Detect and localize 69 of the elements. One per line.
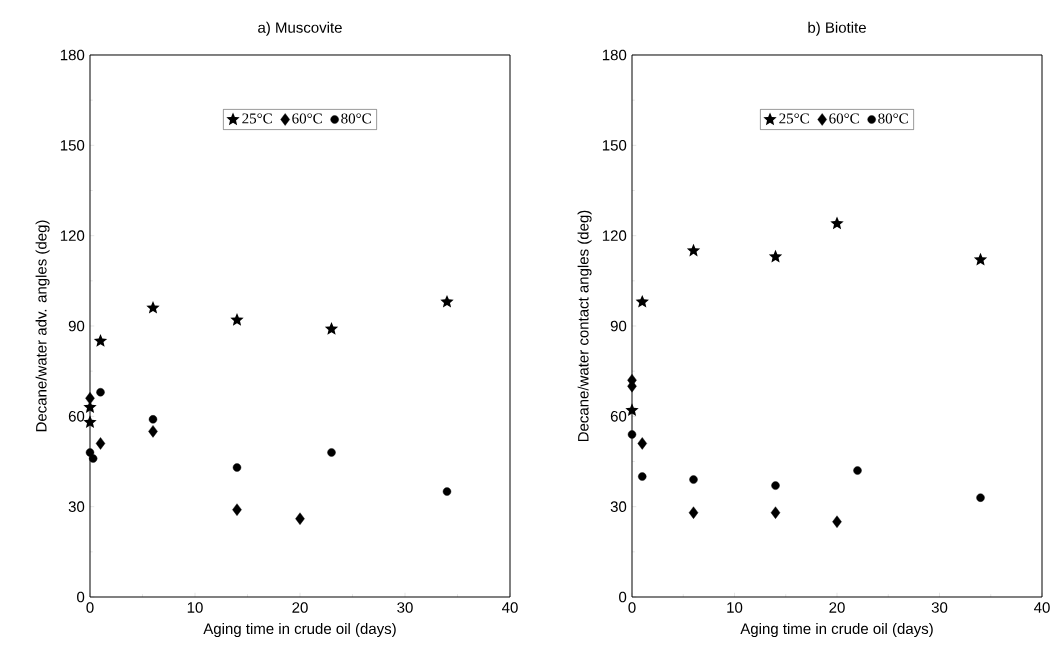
x-tick-label: 30	[397, 602, 413, 613]
point	[327, 448, 336, 457]
y-axis-title: Decane/water contact angles (deg)	[577, 210, 592, 442]
point	[768, 249, 783, 263]
point	[96, 388, 105, 397]
point	[85, 448, 95, 457]
legend-label: 80°C	[341, 113, 371, 124]
point	[148, 415, 158, 424]
point	[771, 481, 780, 490]
x-axis-title: Aging time in crude oil (days)	[740, 623, 933, 637]
point	[688, 506, 699, 519]
legend-label: 25°C	[242, 113, 272, 124]
point	[95, 437, 106, 450]
x-tick-label: 40	[502, 602, 518, 613]
legend-label: 60°C	[292, 113, 322, 124]
point	[625, 403, 639, 416]
y-tick-label: 120	[60, 230, 85, 241]
x-tick-label: 20	[829, 602, 845, 613]
point	[637, 437, 647, 450]
point	[442, 487, 452, 496]
y-tick-label: 120	[602, 230, 627, 241]
y-tick-label: 90	[610, 320, 627, 332]
x-tick-label: 30	[931, 602, 948, 613]
y-tick-label: 60	[68, 411, 85, 422]
chart-title: b) Biotite	[808, 21, 866, 36]
point	[146, 300, 160, 314]
x-tick-label: 10	[727, 602, 743, 613]
y-tick-label: 0	[77, 591, 85, 603]
point	[638, 472, 647, 481]
point	[973, 252, 988, 266]
point	[976, 493, 985, 502]
x-tick-label: 0	[628, 602, 636, 613]
point	[440, 294, 454, 308]
chart-title: a) Muscovite	[258, 21, 342, 36]
y-axis-title: Decane/water adv. angles (deg)	[35, 220, 50, 432]
point	[853, 466, 862, 475]
point	[83, 415, 97, 429]
x-tick-label: 40	[1034, 602, 1050, 613]
point	[635, 294, 649, 308]
point	[93, 334, 108, 347]
y-tick-label: 150	[602, 140, 627, 151]
point	[88, 454, 98, 463]
point	[232, 463, 242, 472]
y-tick-label: 180	[60, 49, 85, 61]
point	[770, 506, 781, 519]
y-tick-label: 30	[610, 501, 627, 512]
y-tick-label: 180	[602, 49, 627, 61]
y-tick-label: 90	[68, 320, 85, 332]
point	[832, 515, 842, 528]
point	[627, 430, 637, 439]
y-tick-label: 150	[60, 140, 85, 151]
point	[830, 216, 844, 230]
x-tick-label: 20	[292, 602, 308, 613]
x-axis-title: Aging time in crude oil (days)	[203, 623, 396, 637]
x-tick-label: 10	[187, 602, 203, 613]
point	[232, 503, 242, 516]
point	[148, 425, 158, 438]
legend-label: 60°C	[829, 113, 859, 124]
legend-label: 80°C	[878, 113, 908, 124]
point	[324, 322, 339, 335]
point	[230, 312, 244, 326]
point	[689, 475, 698, 484]
point	[686, 243, 701, 257]
y-tick-label: 0	[619, 591, 627, 603]
x-tick-label: 0	[86, 602, 94, 613]
legend-label: 25°C	[779, 113, 809, 124]
y-tick-label: 60	[610, 411, 627, 422]
y-tick-label: 30	[68, 501, 85, 512]
point	[295, 512, 305, 525]
